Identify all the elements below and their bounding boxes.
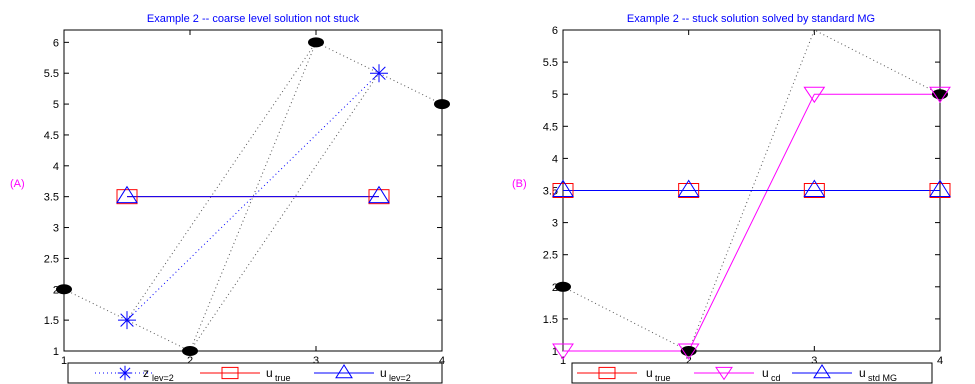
ytick-label-b-2: 2 [552,282,558,294]
legend-label-a-0: z [143,366,149,380]
panel-a: Example 2 -- coarse level solution not s… [10,13,450,384]
series-marker-a-0-1 [370,64,388,83]
legend-marker-a-2 [335,364,353,379]
legend-marker-b-2 [813,364,831,379]
lines-b [562,29,941,352]
ytick-label-a-3: 2.5 [44,253,59,265]
legend-label-b-0: u [646,366,653,380]
ytick-label-a-0: 1 [53,346,59,358]
ytick-label-a-8: 5 [53,99,59,111]
series-marker-a-0-1-stroke [372,66,386,80]
dotted-line-a-2 [126,42,317,321]
series-marker-a-2-0 [116,185,138,204]
black-dot-a-0 [56,284,72,295]
dotted-line-a-1 [189,72,380,352]
series-marker-b-1-1 [677,343,700,360]
series-line-b-1 [563,93,940,352]
black-dot-a-1 [182,346,198,356]
legend-marker-shape-a-0 [117,365,133,381]
series-marker-b-1-3 [929,86,951,104]
chart-title-b: Example 2 -- stuck solution solved by st… [627,13,875,25]
legend-sub-a-2: lev=2 [389,373,411,383]
ytick-label-b-9: 5.5 [543,57,558,69]
legend-a: z lev=2 u true u lev=2 [67,362,443,384]
legend-sub-b-0: true [655,373,671,383]
legend-marker-shape-b-0 [598,366,616,380]
xtick-label-a-2: 3 [313,355,319,367]
series-marker-a-0-0-stroke [120,313,134,327]
marks-b [552,86,951,360]
legend-marker-b-0 [598,366,616,380]
series-marker-b-2-1 [677,179,700,197]
xtick-label-a-0: 1 [61,355,67,367]
legend-marker-shape-a-0-stroke [119,367,131,379]
ticks-a: 1 1.5 2 2.5 3 3.5 4 4.5 5 5.5 6 1 2 3 4 [44,30,445,367]
ytick-label-b-0: 1 [552,346,558,358]
legend-marker-a-0 [117,365,133,381]
series-marker-a-2-1 [368,185,390,204]
legend-label-a-2: u [380,366,387,380]
legend-sub-a-1: true [275,373,291,383]
ticks-b: 11.522.533.544.555.561 2 3 4 [543,25,943,367]
legend-label-b-2: u [859,366,866,380]
ytick-label-b-10: 6 [552,25,558,37]
xtick-label-b-3: 4 [937,355,943,367]
ytick-label-b-6: 4 [552,153,558,165]
marks-a [56,37,450,356]
xtick-label-b-0: 1 [560,355,566,367]
series-marker-b-2-3 [929,179,951,197]
series-marker-b-0-2 [803,183,825,198]
ytick-label-a-7: 4.5 [44,130,59,142]
series-marker-a-1-0 [116,189,138,205]
legend-marker-shape-a-2 [335,364,353,379]
xtick-label-b-1: 2 [686,355,692,367]
legend-marker-shape-b-2 [813,364,831,379]
legend-marker-shape-b-1 [715,366,733,381]
legend-marker-shape-a-1 [221,366,239,380]
legend-sub-a-0: lev=2 [152,373,174,383]
panel-b: Example 2 -- stuck solution solved by st… [512,13,951,384]
panel-label-b: (B) [512,178,527,190]
black-dot-a-3 [434,99,450,110]
panel-label-a: (A) [10,178,25,190]
ytick-label-a-9: 5.5 [44,68,59,80]
ytick-label-a-2: 2 [53,284,59,296]
legend-label-a-1: u [266,366,273,380]
ytick-label-a-1: 1.5 [44,315,59,327]
series-marker-b-1-0 [552,343,574,360]
legend-b: u true u cd u std MG [571,362,933,384]
xtick-label-a-3: 4 [439,355,445,367]
ytick-label-a-6: 4 [53,161,59,173]
axes-frame-a [63,29,443,352]
legend-marker-a-1 [221,366,239,380]
legend-sub-b-1: cd [771,373,781,383]
legend-marker-b-1 [715,366,733,381]
ytick-label-b-4: 3 [552,218,558,230]
legend-label-b-1: u [762,366,769,380]
series-marker-b-2-0 [552,179,574,197]
black-dot-a-2 [308,37,324,48]
ytick-label-b-3: 2.5 [543,250,558,262]
ytick-label-a-5: 3.5 [44,192,59,204]
dotted-line-b-0 [562,29,941,352]
xtick-label-a-1: 2 [187,355,193,367]
xtick-label-b-2: 3 [811,355,817,367]
legend-sub-b-2: std MG [868,373,897,383]
series-marker-b-0-3 [929,183,951,198]
black-dot-b-0 [555,281,571,292]
series-marker-b-0-0 [552,183,574,198]
lines-a [63,41,443,352]
chart-title-a: Example 2 -- coarse level solution not s… [147,13,360,25]
series-marker-b-2-2 [803,179,826,197]
ytick-label-b-7: 4.5 [543,121,558,133]
ytick-label-a-10: 6 [53,37,59,49]
series-marker-b-0-1 [678,183,700,198]
ytick-label-b-1: 1.5 [543,314,558,326]
ytick-label-b-8: 5 [552,89,558,101]
ytick-label-a-4: 3 [53,223,59,235]
series-marker-a-0-0 [118,311,136,330]
series-marker-b-1-2 [803,86,826,104]
series-marker-a-1-1 [368,189,390,205]
